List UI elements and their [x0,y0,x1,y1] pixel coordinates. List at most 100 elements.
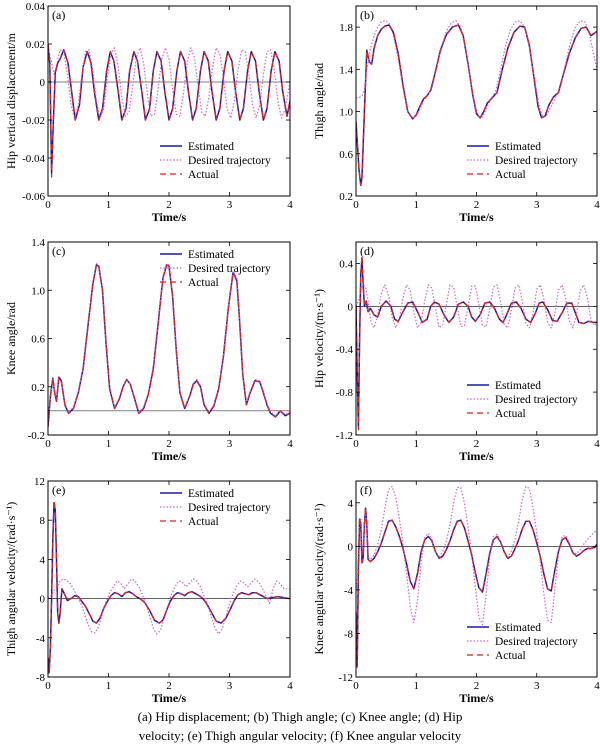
x-axis-label: Time/s [152,691,187,705]
panel-label: (d) [360,244,374,258]
x-tick-label: 4 [287,438,293,450]
legend-label: Estimated [188,141,234,153]
x-axis-label: Time/s [459,210,494,224]
series-line-actual [48,43,290,178]
panel-label: (e) [52,483,65,497]
x-tick-label: 0 [353,680,359,692]
legend-label: Desired trajectory [495,155,578,167]
y-axis-label: Thigh angular velocity/(rad·s⁻¹) [4,502,18,657]
x-tick-label: 0 [45,438,51,450]
y-tick-label: 0.6 [31,334,45,346]
series-line-desired-trajectory [48,47,290,119]
legend-label: Desired trajectory [495,636,578,648]
y-tick-label: 0 [348,541,354,553]
legend-label: Desired trajectory [188,263,271,275]
y-tick-label: 1.0 [31,285,45,297]
y-tick-label: -0.4 [336,344,354,356]
panel-label: (f) [360,483,372,497]
figure-caption-line-1: (a) Hip displacement; (b) Thigh angle; (… [137,709,463,724]
y-tick-label: 8 [40,515,46,527]
y-tick-label: 0.2 [339,191,353,203]
chart-panel-3: 0 1 2 3 4 -0.2 0.2 0.6 1.0 1.4 Time/s Knee angle/ra… [4,237,293,463]
x-tick-label: 3 [534,680,540,692]
legend: Estimated Desired trajectory Actual [160,141,271,181]
y-tick-label: -0.06 [22,191,45,203]
legend-label: Actual [495,650,526,662]
x-tick-label: 0 [353,438,359,450]
figure-caption-line-2: velocity; (e) Thigh angular velocity; (f… [138,728,462,743]
y-tick-label: -4 [344,585,354,597]
y-tick-label: 1.4 [339,64,353,76]
x-tick-label: 4 [287,680,293,692]
x-axis-label: Time/s [459,691,494,705]
legend: Estimated Desired trajectory Actual [160,249,271,289]
legend-label: Estimated [188,488,234,500]
y-axis-label: Hip vertical displacement/m [4,32,18,169]
x-tick-label: 3 [534,438,540,450]
x-tick-label: 1 [106,438,112,450]
y-tick-label: 0.2 [31,382,45,394]
x-tick-label: 4 [287,199,293,211]
x-tick-label: 3 [534,199,540,211]
y-tick-label: -1.2 [336,430,353,442]
y-axis-label: Hip velocity/(m·s⁻¹) [312,289,326,388]
legend: Estimated Desired trajectory Actual [160,488,271,528]
y-tick-label: 1.8 [339,22,353,34]
y-tick-label: -4 [36,633,46,645]
y-tick-label: -12 [338,672,353,684]
legend-label: Estimated [495,380,541,392]
panel-label: (b) [360,8,374,22]
x-tick-label: 4 [594,680,600,692]
y-axis-label: Thigh angle/rad [312,63,326,139]
legend-label: Actual [495,408,526,420]
legend: Estimated Desired trajectory Actual [467,141,578,181]
series-line-desired-trajectory [48,578,290,635]
legend-label: Estimated [495,141,541,153]
y-tick-label: 0 [40,77,46,89]
y-tick-label: 0 [40,594,46,606]
series-line-estimated [48,501,290,673]
legend-label: Actual [188,516,219,528]
plot-frame [355,241,598,436]
legend-label: Desired trajectory [495,394,578,406]
y-tick-label: -0.02 [22,115,45,127]
x-tick-label: 1 [414,438,420,450]
legend-label: Actual [188,169,219,181]
x-tick-label: 2 [474,199,480,211]
y-tick-label: 0 [348,301,354,313]
y-tick-label: -0.8 [336,387,354,399]
legend-label: Actual [188,277,219,289]
chart-panel-2: 0 1 2 3 4 0.2 0.6 1.0 1.4 1.8 Time/s Thigh angle/ra… [312,5,600,224]
panel-label: (a) [52,8,65,22]
x-tick-label: 2 [166,438,172,450]
series-line-actual [48,264,290,427]
legend: Estimated Desired trajectory Actual [467,380,578,420]
x-tick-label: 3 [227,199,233,211]
x-tick-label: 4 [594,438,600,450]
y-tick-label: -0.04 [22,153,45,165]
x-tick-label: 3 [227,680,233,692]
y-tick-label: 4 [348,498,354,510]
plot-frame [355,5,598,197]
y-tick-label: 1.0 [339,107,353,119]
legend-label: Estimated [495,622,541,634]
series-line-actual [48,499,290,674]
x-tick-label: 0 [45,680,51,692]
x-tick-label: 2 [166,199,172,211]
y-tick-label: 12 [34,476,45,488]
y-tick-label: 0.4 [339,258,353,270]
x-tick-label: 2 [474,438,480,450]
chart-panel-4: 0 1 2 3 4 -1.2 -0.8 -0.4 0 0.4 Time/s Hip velocity/… [312,241,600,463]
x-tick-label: 2 [166,680,172,692]
legend-label: Desired trajectory [188,155,271,167]
series-line-desired-trajectory [356,485,597,626]
y-tick-label: -8 [36,672,46,684]
x-tick-label: 1 [106,199,112,211]
x-tick-label: 4 [594,199,600,211]
legend-label: Estimated [188,249,234,261]
series-line-desired-trajectory [356,20,597,119]
plot-frame [47,5,291,197]
y-tick-label: -8 [344,628,354,640]
